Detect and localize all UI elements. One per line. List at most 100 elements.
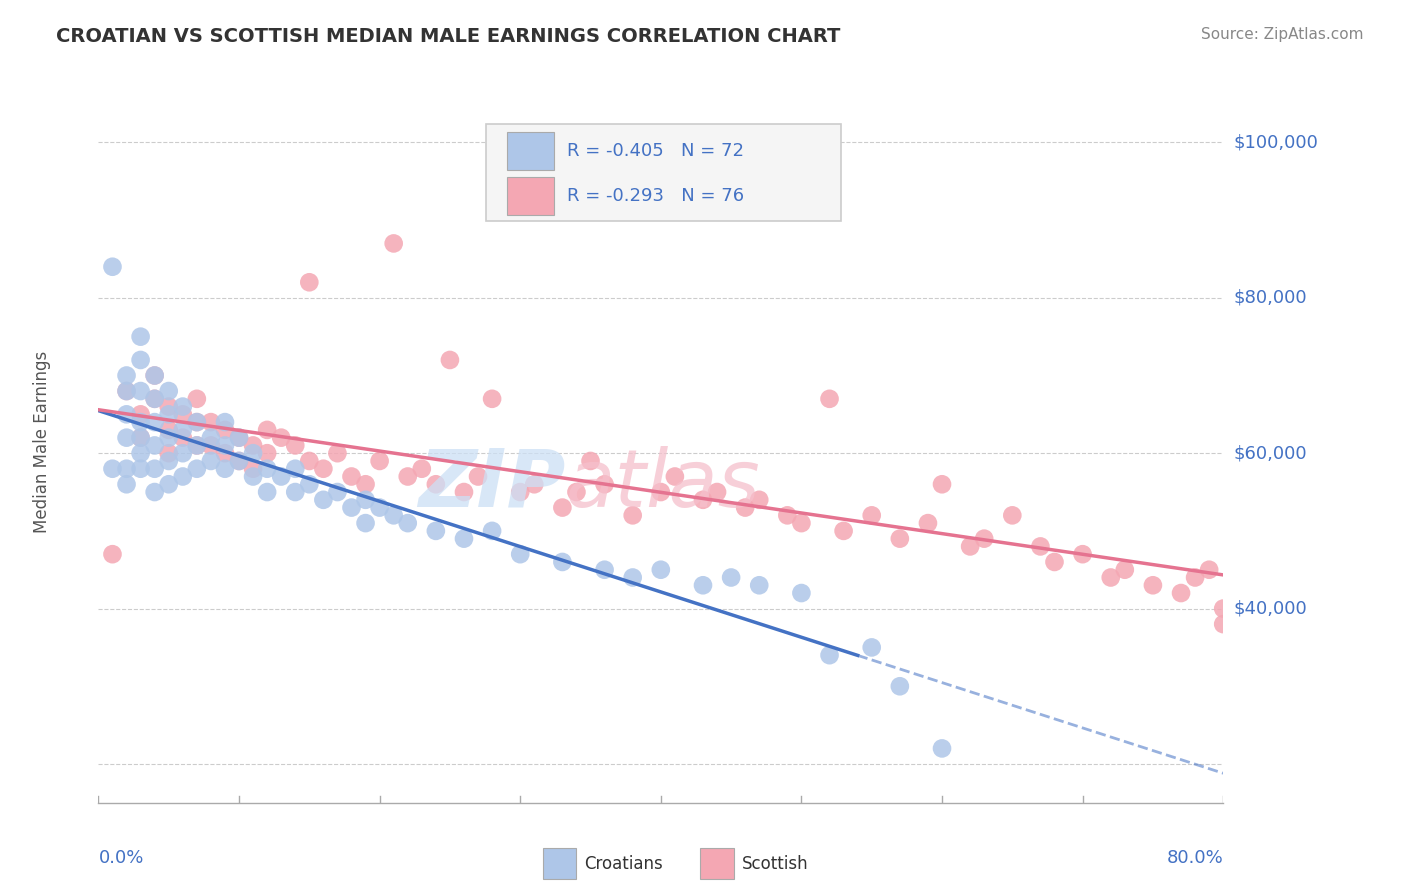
Point bbox=[129, 408, 152, 422]
Point bbox=[186, 438, 208, 452]
Point bbox=[340, 469, 363, 483]
Point bbox=[382, 508, 405, 523]
Point bbox=[579, 454, 602, 468]
Text: R = -0.293   N = 76: R = -0.293 N = 76 bbox=[568, 186, 745, 205]
Point bbox=[129, 446, 152, 460]
Point bbox=[172, 408, 194, 422]
Point bbox=[115, 408, 138, 422]
Point bbox=[1170, 586, 1192, 600]
Point bbox=[129, 461, 152, 475]
Point bbox=[256, 423, 278, 437]
Point bbox=[931, 477, 953, 491]
Point bbox=[565, 485, 588, 500]
Point bbox=[734, 500, 756, 515]
Point bbox=[157, 477, 180, 491]
Point bbox=[157, 408, 180, 422]
Point bbox=[396, 516, 419, 530]
Point bbox=[143, 438, 166, 452]
Point bbox=[298, 477, 321, 491]
Point bbox=[214, 461, 236, 475]
Point bbox=[1071, 547, 1094, 561]
Point bbox=[551, 555, 574, 569]
Point bbox=[1029, 540, 1052, 554]
Point bbox=[157, 384, 180, 398]
Text: CROATIAN VS SCOTTISH MEDIAN MALE EARNINGS CORRELATION CHART: CROATIAN VS SCOTTISH MEDIAN MALE EARNING… bbox=[56, 27, 841, 45]
Point bbox=[284, 485, 307, 500]
Point bbox=[115, 431, 138, 445]
Point bbox=[270, 469, 292, 483]
Point bbox=[157, 454, 180, 468]
Point bbox=[200, 438, 222, 452]
Point bbox=[453, 485, 475, 500]
Point bbox=[593, 563, 616, 577]
Point bbox=[621, 508, 644, 523]
Text: ZIP: ZIP bbox=[418, 446, 565, 524]
Point bbox=[481, 392, 503, 406]
Point bbox=[720, 570, 742, 584]
Point bbox=[396, 469, 419, 483]
Point bbox=[214, 438, 236, 452]
Point bbox=[129, 384, 152, 398]
Point bbox=[917, 516, 939, 530]
Point bbox=[1212, 601, 1234, 615]
Point bbox=[340, 500, 363, 515]
Point bbox=[129, 329, 152, 343]
Point bbox=[284, 438, 307, 452]
Point bbox=[354, 492, 377, 507]
Point bbox=[1043, 555, 1066, 569]
Point bbox=[115, 384, 138, 398]
Point bbox=[467, 469, 489, 483]
Point bbox=[664, 469, 686, 483]
Point bbox=[186, 415, 208, 429]
Point bbox=[326, 485, 349, 500]
Point bbox=[200, 454, 222, 468]
Text: Scottish: Scottish bbox=[742, 855, 808, 873]
Point bbox=[256, 485, 278, 500]
Point bbox=[228, 431, 250, 445]
Text: $60,000: $60,000 bbox=[1233, 444, 1306, 462]
Point bbox=[228, 454, 250, 468]
Point bbox=[776, 508, 799, 523]
Point bbox=[186, 438, 208, 452]
Text: $80,000: $80,000 bbox=[1233, 289, 1306, 307]
Point bbox=[354, 477, 377, 491]
Point bbox=[172, 400, 194, 414]
Point bbox=[143, 461, 166, 475]
Point bbox=[1212, 617, 1234, 632]
Point bbox=[242, 461, 264, 475]
Point bbox=[959, 540, 981, 554]
Point bbox=[790, 516, 813, 530]
Point bbox=[242, 446, 264, 460]
Point bbox=[1114, 563, 1136, 577]
Point bbox=[860, 640, 883, 655]
Point bbox=[242, 438, 264, 452]
Point bbox=[242, 469, 264, 483]
Point bbox=[509, 547, 531, 561]
Point bbox=[425, 477, 447, 491]
Point bbox=[157, 400, 180, 414]
Point bbox=[692, 578, 714, 592]
Point bbox=[157, 431, 180, 445]
Point bbox=[129, 431, 152, 445]
Point bbox=[1142, 578, 1164, 592]
Text: Source: ZipAtlas.com: Source: ZipAtlas.com bbox=[1201, 27, 1364, 42]
Point bbox=[382, 236, 405, 251]
Point bbox=[172, 446, 194, 460]
Point bbox=[186, 415, 208, 429]
Point bbox=[129, 353, 152, 368]
Text: Median Male Earnings: Median Male Earnings bbox=[34, 351, 51, 533]
Point bbox=[115, 384, 138, 398]
Point bbox=[860, 508, 883, 523]
Point bbox=[354, 516, 377, 530]
Point bbox=[214, 446, 236, 460]
Point bbox=[523, 477, 546, 491]
Point bbox=[748, 578, 770, 592]
Text: Croatians: Croatians bbox=[585, 855, 664, 873]
Point bbox=[256, 446, 278, 460]
Point bbox=[172, 469, 194, 483]
Point bbox=[453, 532, 475, 546]
Point bbox=[368, 500, 391, 515]
Point bbox=[115, 368, 138, 383]
Point bbox=[1198, 563, 1220, 577]
Point bbox=[143, 392, 166, 406]
